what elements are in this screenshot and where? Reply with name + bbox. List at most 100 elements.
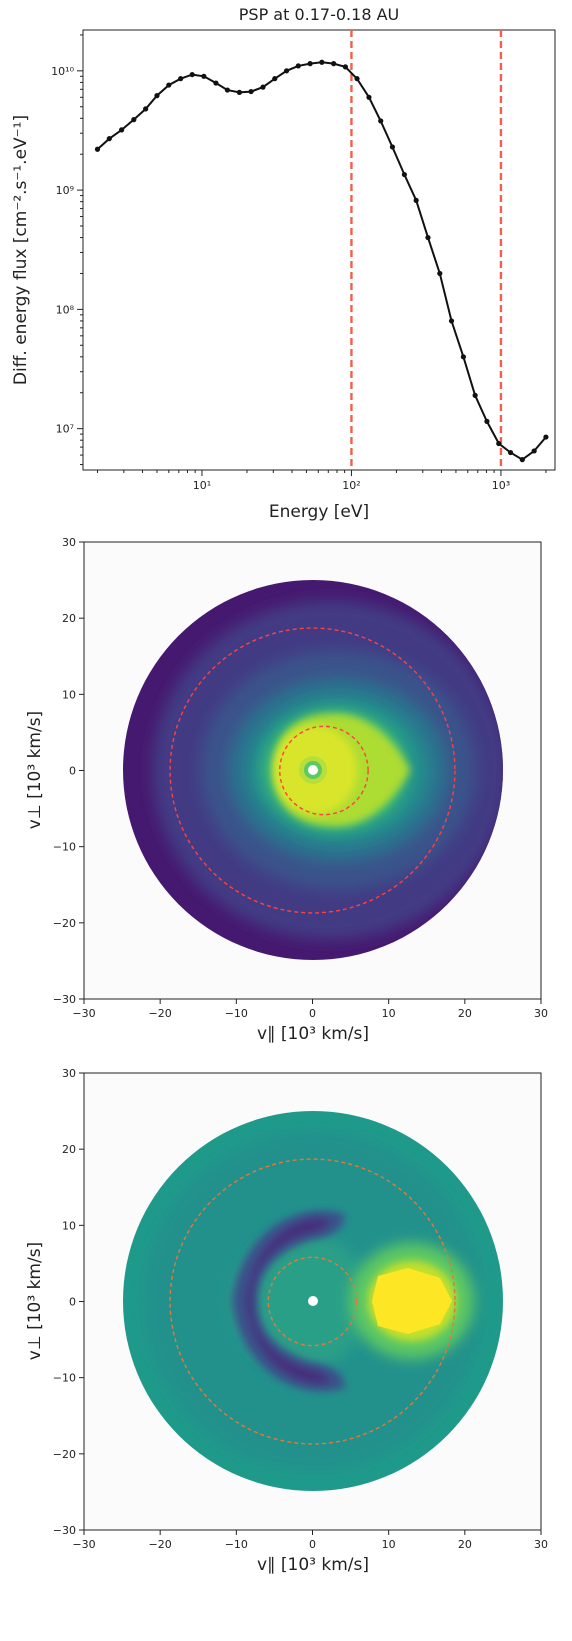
y-tick-label-1: −20 <box>53 917 76 930</box>
spectrum-point <box>460 354 467 360</box>
spectrum-reference-lines <box>350 30 503 470</box>
x-tick-label-2: 10³ <box>492 479 510 492</box>
x-tick-label-0: 10¹ <box>193 479 211 492</box>
y-tick-label-1: −20 <box>53 1448 76 1461</box>
spectrum-point <box>260 84 266 90</box>
distribution-ylabel: v⊥ [10³ km/s] <box>25 711 45 829</box>
spectrum-point <box>131 117 137 123</box>
anisotropy-dashed-circles <box>169 1158 456 1445</box>
spectrum-point <box>507 449 514 456</box>
y-tick-label-3: 0 <box>69 765 76 778</box>
spectrum-point <box>378 118 384 124</box>
spectrum-point <box>224 87 231 93</box>
spectrum-point <box>283 68 290 74</box>
spectrum-point <box>496 440 502 447</box>
x-tick-label-1: −20 <box>149 1007 172 1020</box>
spectrum-point <box>448 318 455 324</box>
y-tick-label-0: −30 <box>53 1524 76 1537</box>
y-tick-label-3: 10¹⁰ <box>51 65 74 78</box>
distribution-ticks: −30 −20 −10 0 10 20 30 −30 −20 −10 0 10 20 30 <box>53 536 548 1020</box>
dashed-circle-1 <box>169 627 456 914</box>
spectrum-point <box>437 270 443 277</box>
x-tick-label-6: 30 <box>534 1538 548 1551</box>
y-tick-label-5: 20 <box>62 1143 76 1156</box>
y-tick-label-6: 30 <box>62 1067 76 1080</box>
spectrum-point <box>543 434 549 440</box>
x-tick-label-4: 10 <box>382 1538 396 1551</box>
spectrum-point <box>248 88 254 95</box>
x-tick-label-4: 10 <box>382 1007 396 1020</box>
spectrum-point <box>213 80 219 86</box>
spectrum-point <box>342 64 348 70</box>
spectrum-ticks: 10¹ 10² 10³ 10⁷ 10⁸ 10⁹ 10¹⁰ <box>51 34 547 492</box>
spectrum-ylabel: Diff. energy flux [cm⁻².s⁻¹.eV⁻¹] <box>11 115 31 385</box>
spectrum-point <box>472 392 478 398</box>
y-tick-label-4: 10 <box>62 688 76 701</box>
anisotropy-heatmap <box>123 1111 503 1491</box>
anisotropy-ticks: −30 −20 −10 0 10 20 30 −30 −20 −10 0 10 20 30 <box>53 1067 548 1551</box>
spectrum-point <box>189 71 195 78</box>
spectrum-point <box>201 73 207 79</box>
spectrum-point <box>519 457 525 463</box>
y-tick-label-0: 10⁷ <box>56 423 74 436</box>
distribution-dashed-circles <box>169 627 456 914</box>
x-tick-label-5: 20 <box>458 1007 472 1020</box>
dashed-circle-0 <box>267 1256 358 1347</box>
spectrum-xlabel: Energy [eV] <box>269 502 369 522</box>
spectrum-point <box>354 76 360 82</box>
y-tick-label-6: 30 <box>62 536 76 549</box>
anisotropy-panel: −30 −20 −10 0 10 20 30 −30 −20 −10 0 10 20 30 v∥ [10³… <box>25 1067 548 1575</box>
spectrum-point <box>401 171 407 178</box>
spectrum-point <box>143 106 149 112</box>
heatmap-crescent-outer <box>232 1210 345 1392</box>
spectrum-point <box>413 197 419 203</box>
spectrum-point <box>106 136 112 142</box>
x-tick-label-3: 0 <box>309 1538 316 1551</box>
y-tick-label-0: −30 <box>53 993 76 1006</box>
spectrum-point <box>389 144 396 150</box>
y-tick-label-3: 0 <box>69 1296 76 1309</box>
spectrum-point <box>319 59 325 65</box>
y-tick-label-4: 10 <box>62 1219 76 1232</box>
spectrum-point <box>295 63 301 69</box>
spectrum-point <box>425 234 431 241</box>
x-tick-label-1: −20 <box>149 1538 172 1551</box>
y-tick-label-1: 10⁸ <box>56 303 75 316</box>
heatmap-hotspot-core <box>372 1268 452 1334</box>
distribution-heatmap <box>123 580 503 960</box>
spectrum-point <box>272 76 278 82</box>
spectrum-point <box>531 448 537 454</box>
spectrum-point <box>94 146 101 152</box>
y-tick-label-2: −10 <box>53 841 76 854</box>
spectrum-plot-frame <box>82 29 556 471</box>
spectrum-series <box>94 59 549 463</box>
spectrum-point <box>236 89 243 95</box>
x-tick-label-6: 30 <box>534 1007 548 1020</box>
x-tick-label-0: −30 <box>72 1538 95 1551</box>
heatmap-center-hole <box>308 765 318 775</box>
heatmap-center-hole <box>308 1296 318 1306</box>
x-tick-label-2: −10 <box>225 1538 248 1551</box>
x-tick-label-5: 20 <box>458 1538 472 1551</box>
spectrum-title: PSP at 0.17-0.18 AU <box>239 5 399 24</box>
x-tick-label-0: −30 <box>72 1007 95 1020</box>
dashed-circle-0 <box>279 725 369 816</box>
x-tick-label-3: 0 <box>309 1007 316 1020</box>
x-tick-label-1: 10² <box>342 479 360 492</box>
x-tick-label-2: −10 <box>225 1007 248 1020</box>
y-tick-label-2: −10 <box>53 1372 76 1385</box>
distribution-panel: −30 −20 −10 0 10 20 30 −30 −20 −10 0 10 20 30 v∥ [10³… <box>25 536 548 1044</box>
spectrum-point <box>166 82 172 88</box>
spectrum-point <box>366 94 372 100</box>
dashed-circle-1 <box>169 1158 456 1445</box>
spectrum-panel: PSP at 0.17-0.18 AU 10¹ 10² 10³10⁷10⁸10⁹10… <box>11 5 556 522</box>
spectrum-point <box>484 418 490 425</box>
spectrum-point <box>307 61 313 67</box>
distribution-xlabel: v∥ [10³ km/s] <box>257 1024 369 1044</box>
spectrum-point <box>178 76 184 82</box>
anisotropy-xlabel: v∥ [10³ km/s] <box>257 1555 369 1575</box>
spectrum-point <box>119 127 125 133</box>
spectrum-point <box>154 93 160 99</box>
y-tick-label-5: 20 <box>62 612 76 625</box>
